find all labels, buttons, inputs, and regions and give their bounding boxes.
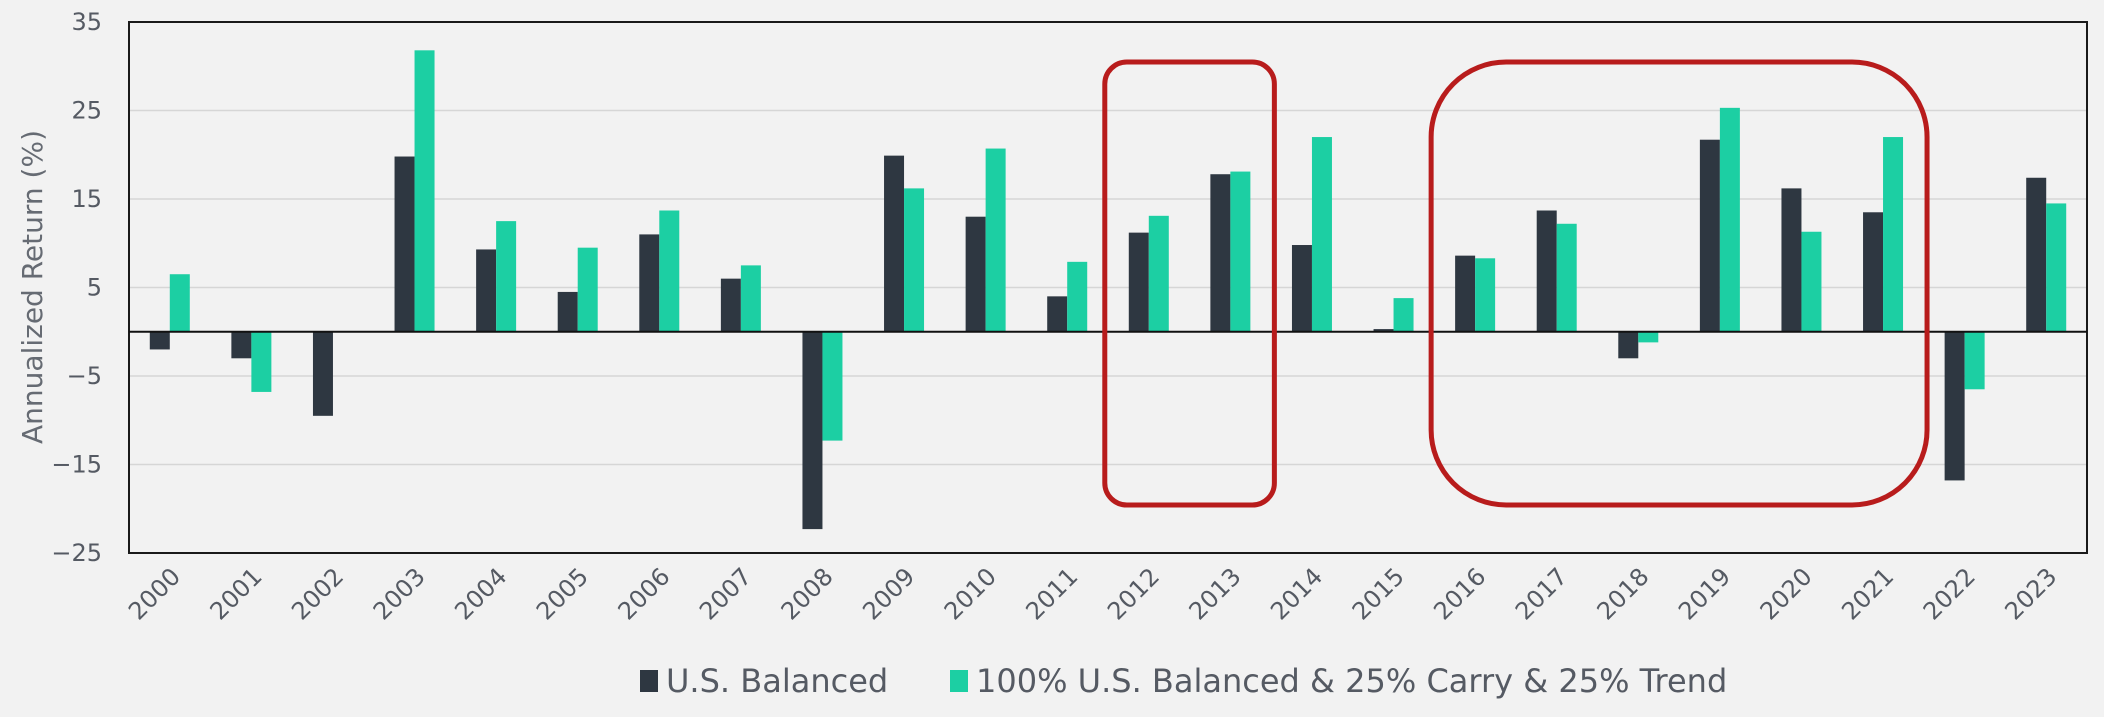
x-tick-label: 2000 — [123, 562, 186, 625]
y-tick-label: −5 — [67, 362, 102, 390]
y-tick-label: 25 — [71, 97, 102, 125]
x-tick-label: 2008 — [776, 562, 839, 625]
bar-us-balanced — [1291, 245, 1312, 332]
bar-carry-trend — [169, 274, 190, 332]
bar-carry-trend — [1638, 331, 1659, 343]
x-tick-label: 2019 — [1673, 562, 1736, 625]
bar-us-balanced — [312, 331, 333, 416]
x-tick-label: 2014 — [1265, 562, 1328, 625]
bar-carry-trend — [1393, 298, 1414, 332]
bar-us-balanced — [1699, 139, 1720, 332]
x-tick-label: 2023 — [1999, 562, 2062, 625]
bar-carry-trend — [1148, 215, 1169, 332]
x-tick-label: 2013 — [1184, 562, 1247, 625]
bar-carry-trend — [1556, 223, 1577, 332]
x-tick-label: 2003 — [368, 562, 431, 625]
plot-frame — [128, 21, 2088, 554]
bar-carry-trend — [985, 148, 1006, 332]
x-tick-label: 2020 — [1755, 562, 1818, 625]
bar-us-balanced — [965, 216, 986, 332]
legend-swatch — [640, 670, 658, 692]
x-tick-label: 2022 — [1918, 562, 1981, 625]
y-tick-label: 5 — [87, 274, 102, 302]
bar-carry-trend — [251, 331, 272, 392]
bar-us-balanced — [802, 331, 823, 530]
y-tick-label: 35 — [71, 8, 102, 36]
bar-us-balanced — [394, 156, 415, 332]
bar-carry-trend — [904, 188, 925, 332]
bar-carry-trend — [577, 247, 598, 332]
x-tick-label: 2010 — [939, 562, 1002, 625]
bar-us-balanced — [231, 331, 252, 359]
bar-us-balanced — [1373, 329, 1394, 332]
bar-carry-trend — [1067, 261, 1088, 332]
legend-label: U.S. Balanced — [666, 662, 888, 700]
bar-us-balanced — [557, 291, 578, 332]
bar-carry-trend — [822, 331, 843, 441]
x-tick-label: 2004 — [449, 562, 512, 625]
bar-us-balanced — [476, 249, 497, 332]
x-tick-label: 2012 — [1102, 562, 1165, 625]
x-tick-label: 2011 — [1020, 562, 1083, 625]
bar-carry-trend — [496, 221, 517, 332]
highlight-box — [1102, 59, 1277, 508]
x-tick-label: 2017 — [1510, 562, 1573, 625]
bar-carry-trend — [1883, 137, 1904, 332]
bar-us-balanced — [1455, 255, 1476, 332]
bar-carry-trend — [414, 50, 435, 332]
bar-us-balanced — [1210, 174, 1231, 332]
legend-label: 100% U.S. Balanced & 25% Carry & 25% Tre… — [976, 662, 1727, 700]
bar-us-balanced — [639, 234, 660, 332]
y-axis-title: Annualized Return (%) — [16, 130, 49, 444]
bar-us-balanced — [1781, 188, 1802, 332]
highlight-box — [1428, 59, 1930, 508]
bar-us-balanced — [1944, 331, 1965, 481]
bar-carry-trend — [1964, 331, 1985, 390]
y-tick-label: −25 — [51, 539, 102, 567]
bar-carry-trend — [2046, 203, 2067, 332]
x-tick-label: 2007 — [694, 562, 757, 625]
x-tick-label: 2009 — [857, 562, 920, 625]
bar-us-balanced — [1047, 296, 1068, 332]
bar-us-balanced — [884, 155, 905, 332]
bar-carry-trend — [1311, 137, 1332, 332]
x-tick-label: 2001 — [205, 562, 268, 625]
y-tick-label: 15 — [71, 185, 102, 213]
bar-us-balanced — [1536, 210, 1557, 332]
x-tick-label: 2006 — [613, 562, 676, 625]
bar-carry-trend — [1230, 171, 1251, 332]
x-tick-label: 2018 — [1592, 562, 1655, 625]
x-tick-label: 2021 — [1836, 562, 1899, 625]
bar-us-balanced — [1128, 232, 1149, 332]
bar-carry-trend — [1475, 258, 1496, 332]
bar-us-balanced — [1618, 331, 1639, 359]
bar-carry-trend — [740, 265, 761, 332]
bar-us-balanced — [720, 278, 741, 332]
y-tick-label: −15 — [51, 451, 102, 479]
x-tick-label: 2005 — [531, 562, 594, 625]
bar-us-balanced — [1863, 212, 1884, 332]
bar-carry-trend — [1801, 231, 1822, 332]
x-tick-label: 2016 — [1428, 562, 1491, 625]
bar-carry-trend — [659, 210, 680, 332]
x-tick-label: 2015 — [1347, 562, 1410, 625]
x-tick-label: 2002 — [286, 562, 349, 625]
bar-us-balanced — [149, 331, 170, 350]
legend-swatch — [950, 670, 968, 692]
bar-us-balanced — [2026, 177, 2047, 332]
bar-carry-trend — [1719, 107, 1740, 332]
